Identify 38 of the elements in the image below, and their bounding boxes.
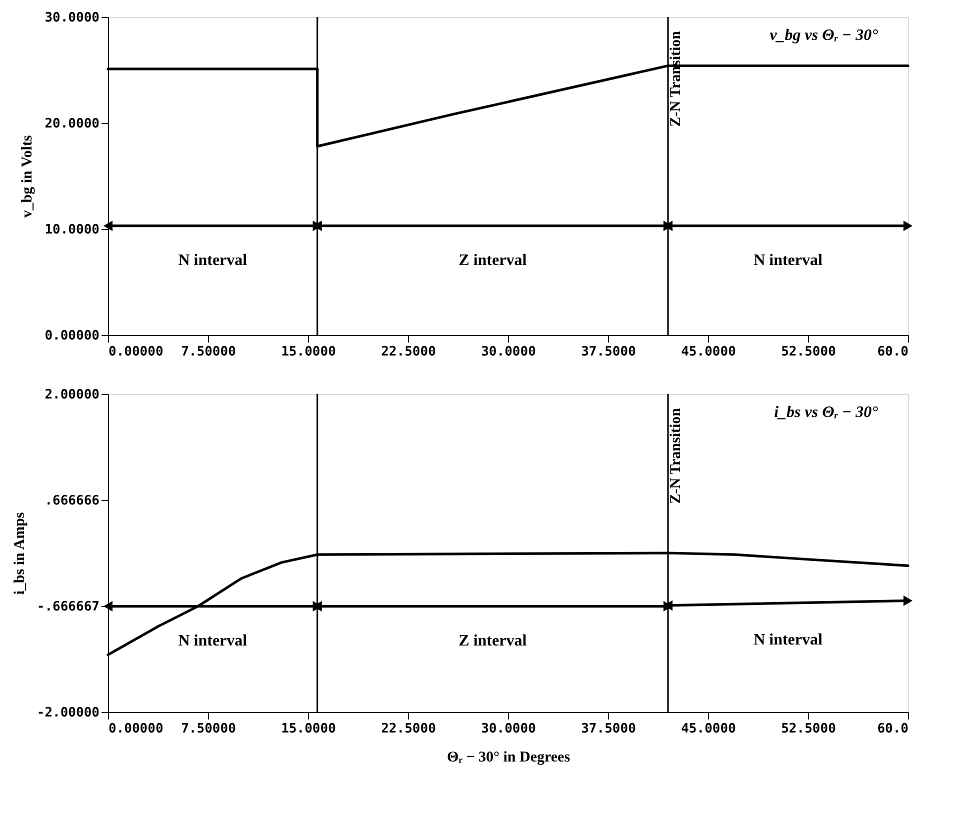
y-tick-label: 30.0000 [44,10,100,26]
y-tick-label: 10.0000 [44,222,100,238]
annotation: N interval [754,631,823,648]
annotation: N interval [178,632,248,650]
y-tick-label: .666666 [44,494,100,508]
y-tick-label: -.666667 [36,600,100,614]
y-tick-label: 2.00000 [44,388,100,402]
x-tick-label: 30.0000 [481,344,536,360]
x-tick-label: 0.00000 [108,722,164,736]
x-tick-label: 15.0000 [281,344,336,360]
x-tick-label: 22.5000 [381,722,436,736]
x-axis-title: Θᵣ − 30° in Degrees [446,750,570,766]
x-tick-label: 52.5000 [781,722,836,736]
annotation: v_bg vs Θᵣ − 30° [770,27,879,44]
annotation: N interval [178,252,248,269]
x-tick-label: 15.0000 [281,722,336,736]
x-tick-label: 30.0000 [481,722,536,736]
annotation: Z interval [458,632,528,650]
x-tick-label: 37.5000 [581,722,636,736]
x-tick-label: 22.5000 [381,344,436,360]
x-tick-label: 60.0 [877,722,909,736]
y-tick-label: -2.00000 [36,706,100,720]
y-axis-title: i_bs in Amps [12,512,28,595]
x-tick-label: 7.50000 [181,722,236,736]
x-tick-label: 52.5000 [781,344,836,360]
y-axis-title: v_bg in Volts [20,135,36,218]
x-tick-label: 7.50000 [181,344,236,360]
annotation: N interval [754,252,823,269]
x-tick-label: 45.0000 [681,722,736,736]
x-tick-label: 60.0 [877,344,909,360]
ref-line-label: Z-N Transition [668,407,684,504]
annotation: Z interval [458,252,528,269]
annotation: i_bs vs Θᵣ − 30° [774,404,879,421]
y-tick-label: 20.0000 [44,116,100,132]
y-tick-label: 0.00000 [44,328,100,344]
x-tick-label: 37.5000 [581,344,636,360]
x-tick-label: 45.0000 [681,344,736,360]
x-tick-label: 0.00000 [108,344,164,360]
